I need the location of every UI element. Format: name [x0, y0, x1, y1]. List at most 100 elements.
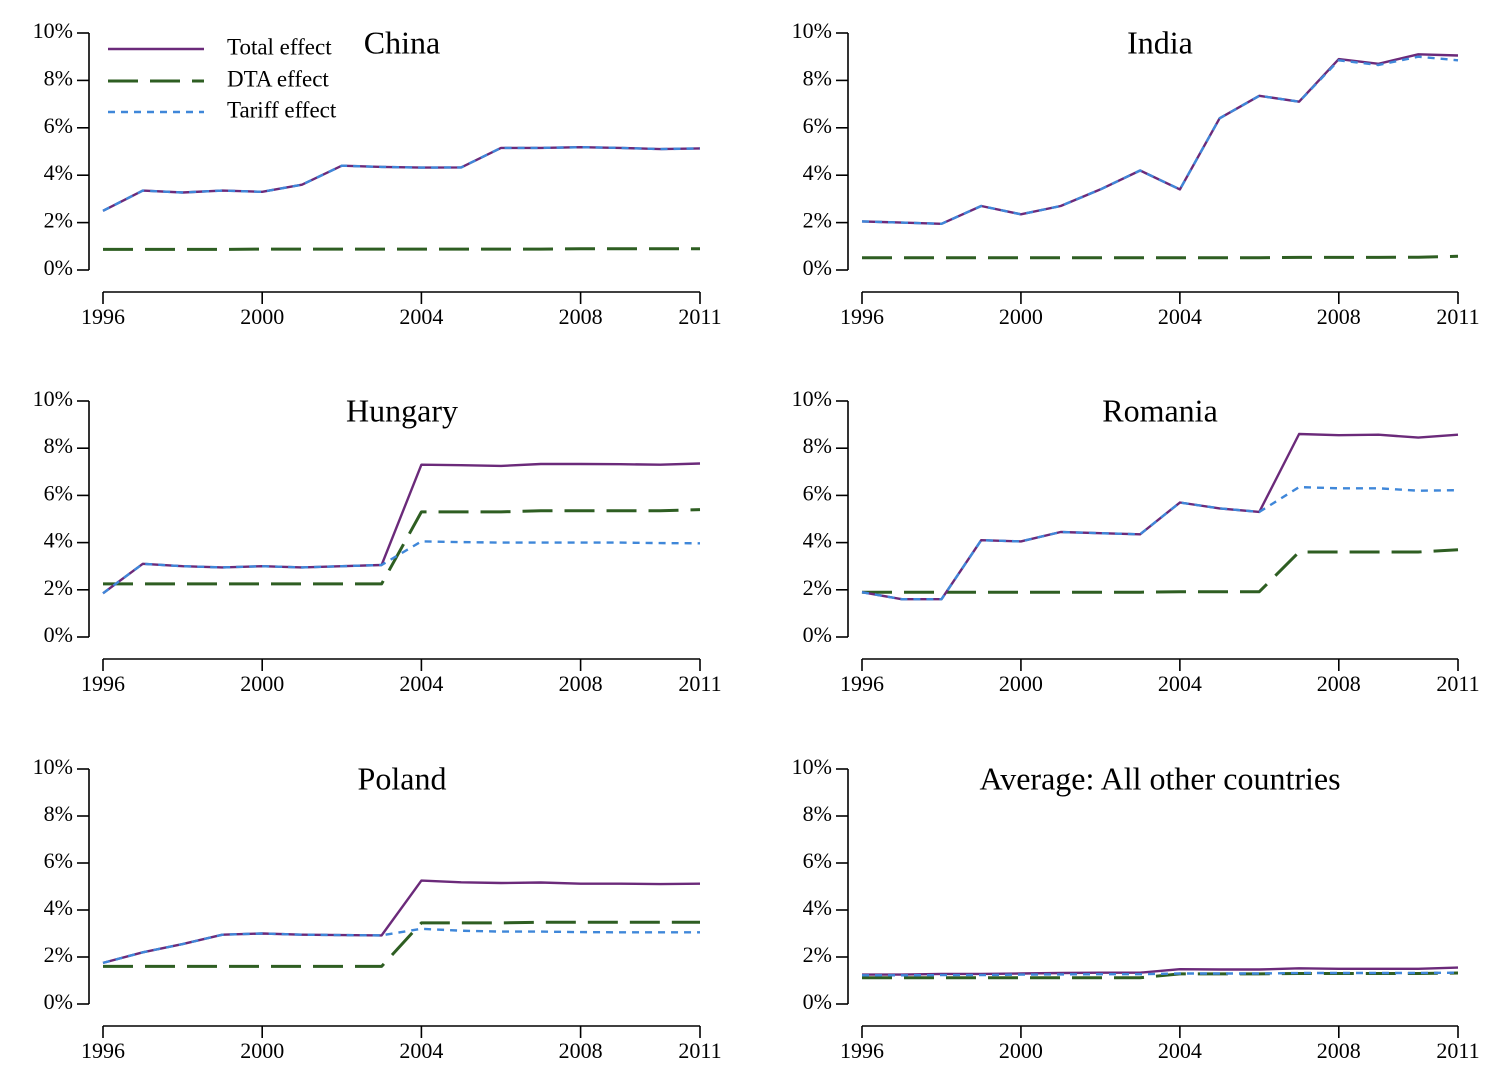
x-tick-label: 2008 — [559, 304, 603, 329]
series-line-total-effect — [862, 966, 1459, 976]
y-tick-label: 10% — [792, 754, 832, 779]
x-tick-label: 2008 — [1317, 304, 1361, 329]
legend-label-tariff: Tariff effect — [227, 97, 337, 122]
series-line-dta-effect — [862, 971, 1459, 980]
x-tick-label: 2000 — [999, 1038, 1043, 1063]
panel-title: China — [364, 24, 440, 60]
y-tick-label: 2% — [803, 208, 832, 233]
series-line-dta-effect — [862, 548, 1459, 594]
y-tick-label: 6% — [803, 480, 832, 505]
y-tick-label: 10% — [792, 386, 832, 411]
y-tick-label: 10% — [792, 18, 832, 43]
x-tick-label: 2004 — [399, 671, 443, 696]
x-tick-label: 2011 — [1436, 671, 1479, 696]
x-tick-label: 2004 — [1158, 671, 1202, 696]
panel-poland: Poland 0% 2% 4% 6% 8% 10% 1996 2000 2004 2008 2011 — [33, 754, 722, 1063]
panel-title: Average: All other countries — [979, 760, 1340, 796]
series-line-tariff-effect — [862, 971, 1459, 977]
x-tick-label: 1996 — [840, 671, 884, 696]
x-tick-label: 1996 — [840, 1038, 884, 1063]
series-line-tariff-effect — [861, 485, 1459, 601]
y-tick-label: 0% — [44, 255, 73, 280]
x-tick-label: 1996 — [81, 671, 125, 696]
series-line-tariff-effect — [102, 540, 701, 595]
x-tick-label: 2004 — [1158, 304, 1202, 329]
y-tick-label: 2% — [44, 575, 73, 600]
series-line-dta-effect — [862, 254, 1459, 260]
y-tick-label: 10% — [33, 386, 73, 411]
y-tick-label: 0% — [803, 255, 832, 280]
x-tick-label: 2000 — [999, 671, 1043, 696]
x-tick-label: 1996 — [840, 304, 884, 329]
y-tick-label: 8% — [44, 801, 73, 826]
panel-hungary: Hungary 0% 2% 4% 6% 8% 10% 1996 2000 2004 2008 2011 — [33, 386, 722, 696]
y-tick-label: 6% — [803, 113, 832, 138]
x-tick-label: 2004 — [399, 304, 443, 329]
legend-label-dta: DTA effect — [227, 66, 329, 91]
series-line-total-effect — [861, 432, 1459, 601]
panel-india: India 0% 2% 4% 6% 8% 10% 1996 2000 2004 2008 2011 — [792, 18, 1480, 329]
x-tick-label: 2011 — [678, 304, 721, 329]
series-line-tariff-effect — [102, 145, 701, 212]
x-tick-label: 2011 — [1436, 1038, 1479, 1063]
y-tick-label: 4% — [803, 160, 832, 185]
series-line-tariff-effect — [102, 927, 700, 965]
y-tick-label: 0% — [803, 989, 832, 1014]
x-tick-label: 2008 — [1317, 1038, 1361, 1063]
x-tick-label: 2011 — [1436, 304, 1479, 329]
y-tick-label: 10% — [33, 18, 73, 43]
x-tick-label: 2008 — [559, 1038, 603, 1063]
y-tick-label: 6% — [44, 848, 73, 873]
x-tick-label: 2008 — [1317, 671, 1361, 696]
x-tick-label: 2008 — [559, 671, 603, 696]
series-line-dta-effect — [103, 247, 700, 251]
x-tick-label: 2000 — [240, 1038, 284, 1063]
y-tick-label: 2% — [44, 208, 73, 233]
y-tick-label: 2% — [803, 942, 832, 967]
y-tick-label: 4% — [44, 528, 73, 553]
y-tick-label: 6% — [803, 848, 832, 873]
x-tick-label: 2004 — [399, 1038, 443, 1063]
x-tick-label: 2011 — [678, 671, 721, 696]
series-line-total-effect — [102, 462, 701, 595]
y-tick-label: 6% — [44, 113, 73, 138]
y-tick-label: 0% — [44, 989, 73, 1014]
y-tick-label: 8% — [803, 433, 832, 458]
y-tick-label: 4% — [803, 528, 832, 553]
panel-average-all-other-countries: Average: All other countries 0% 2% 4% 6% 8% 10… — [792, 754, 1480, 1063]
series-line-dta-effect — [103, 920, 700, 968]
panel-title: Hungary — [346, 392, 458, 428]
y-tick-label: 10% — [33, 754, 73, 779]
y-tick-label: 0% — [44, 622, 73, 647]
y-tick-label: 8% — [803, 65, 832, 90]
y-tick-label: 8% — [44, 433, 73, 458]
y-tick-label: 4% — [44, 160, 73, 185]
y-tick-label: 2% — [803, 575, 832, 600]
y-tick-label: 2% — [44, 942, 73, 967]
series-line-dta-effect — [103, 508, 701, 586]
legend: Total effect DTA effect Tariff effect — [108, 34, 337, 122]
legend-label-total: Total effect — [227, 34, 332, 59]
series-line-total-effect — [102, 145, 701, 212]
series-line-total-effect — [102, 879, 701, 965]
x-tick-label: 2000 — [240, 671, 284, 696]
x-tick-label: 1996 — [81, 1038, 125, 1063]
x-tick-label: 2011 — [678, 1038, 721, 1063]
series-line-tariff-effect — [861, 55, 1459, 226]
y-tick-label: 8% — [44, 65, 73, 90]
panel-title: India — [1127, 24, 1193, 60]
panel-title: Romania — [1102, 392, 1218, 428]
x-tick-label: 2004 — [1158, 1038, 1202, 1063]
x-tick-label: 2000 — [240, 304, 284, 329]
y-tick-label: 8% — [803, 801, 832, 826]
panel-china: China 0% 2% 4% 6% 8% 10% 1996 2000 2004 2008 2011 — [33, 18, 722, 329]
series-line-total-effect — [861, 53, 1459, 226]
x-tick-label: 1996 — [81, 304, 125, 329]
y-tick-label: 4% — [803, 895, 832, 920]
y-tick-label: 6% — [44, 480, 73, 505]
panel-title: Poland — [358, 760, 447, 796]
panel-romania: Romania 0% 2% 4% 6% 8% 10% 1996 2000 2004 2008 2011 — [792, 386, 1480, 696]
y-tick-label: 0% — [803, 622, 832, 647]
y-tick-label: 4% — [44, 895, 73, 920]
